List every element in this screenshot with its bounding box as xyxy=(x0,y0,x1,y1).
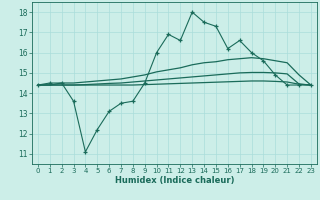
X-axis label: Humidex (Indice chaleur): Humidex (Indice chaleur) xyxy=(115,176,234,185)
